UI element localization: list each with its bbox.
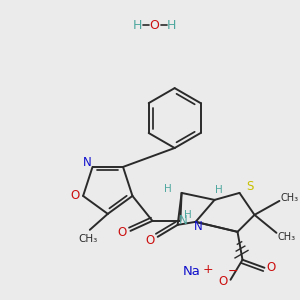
Text: O: O (267, 261, 276, 274)
Text: O: O (218, 275, 227, 288)
Text: CH₃: CH₃ (280, 193, 298, 203)
Text: CH₃: CH₃ (278, 232, 296, 242)
Text: Na: Na (183, 265, 200, 278)
Text: O: O (118, 226, 127, 239)
Text: N: N (83, 156, 92, 170)
Text: O: O (145, 234, 154, 247)
Text: H: H (133, 19, 142, 32)
Text: O: O (150, 19, 160, 32)
Text: N: N (194, 220, 203, 233)
Text: H: H (164, 184, 172, 194)
Text: CH₃: CH₃ (78, 234, 98, 244)
Text: N: N (179, 214, 188, 227)
Text: −: − (227, 265, 238, 278)
Text: O: O (70, 189, 80, 203)
Text: S: S (246, 180, 253, 194)
Text: H: H (215, 185, 222, 195)
Text: H: H (184, 210, 192, 220)
Text: +: + (202, 263, 213, 276)
Text: H: H (167, 19, 176, 32)
